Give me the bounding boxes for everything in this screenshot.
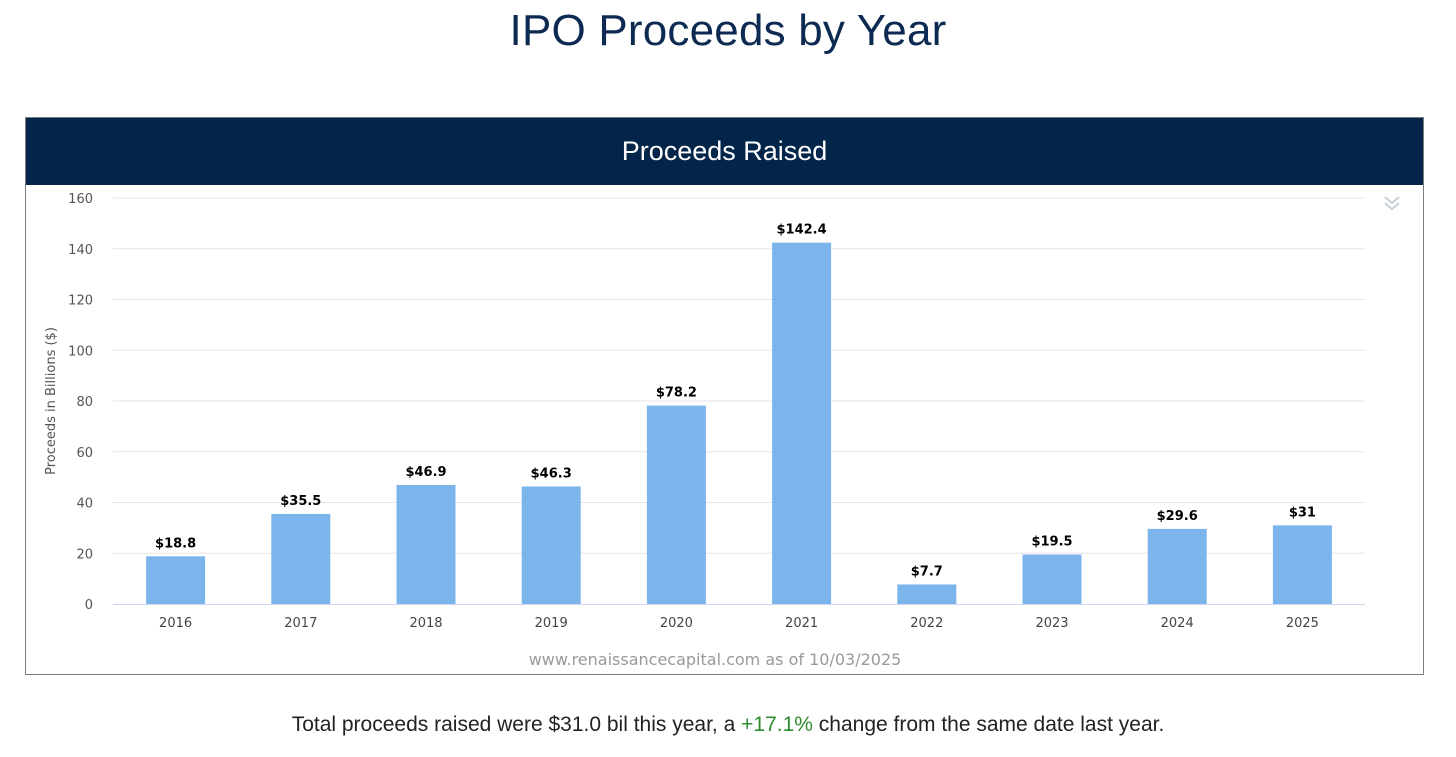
data-label: $31 bbox=[1289, 505, 1316, 520]
bar-2020[interactable] bbox=[646, 405, 706, 604]
y-tick-label: 80 bbox=[76, 395, 93, 410]
data-label: $19.5 bbox=[1031, 535, 1072, 550]
chart-credits: www.renaissancecapital.com as of 10/03/2… bbox=[529, 650, 902, 669]
chevron-down-icon[interactable] bbox=[1380, 191, 1404, 215]
x-tick-label: 2022 bbox=[910, 616, 943, 631]
y-tick-label: 60 bbox=[76, 446, 93, 461]
x-tick-label: 2017 bbox=[284, 616, 317, 631]
x-tick-label: 2025 bbox=[1286, 616, 1319, 631]
y-tick-label: 160 bbox=[68, 192, 93, 207]
y-axis-label: Proceeds in Billions ($) bbox=[44, 327, 59, 475]
summary-text: Total proceeds raised were $31.0 bil thi… bbox=[0, 713, 1456, 737]
data-label: $142.4 bbox=[777, 223, 827, 238]
x-tick-label: 2018 bbox=[409, 616, 442, 631]
chart-panel: Proceeds Raised 0 20 40 60 80 100 120 140 160 $1… bbox=[25, 117, 1424, 675]
bar-2017[interactable] bbox=[271, 513, 331, 604]
x-tick-label: 2023 bbox=[1035, 616, 1068, 631]
y-tick-label: 120 bbox=[68, 294, 93, 309]
bar-2018[interactable] bbox=[396, 484, 456, 604]
data-label: $35.5 bbox=[280, 494, 321, 509]
y-tick-label: 140 bbox=[68, 243, 93, 258]
bar-2016[interactable] bbox=[146, 556, 206, 604]
x-tick-label: 2024 bbox=[1161, 616, 1194, 631]
data-label: $78.2 bbox=[656, 386, 697, 401]
data-label: $7.7 bbox=[911, 564, 943, 579]
summary-suffix: change from the same date last year. bbox=[818, 713, 1165, 736]
y-tick-label: 0 bbox=[85, 598, 93, 613]
bar-2024[interactable] bbox=[1147, 528, 1207, 604]
summary-change: +17.1% bbox=[741, 713, 813, 736]
summary-prefix: Total proceeds raised were $31.0 bil thi… bbox=[291, 713, 736, 736]
x-tick-label: 2019 bbox=[535, 616, 568, 631]
bar-2021[interactable] bbox=[772, 242, 832, 604]
data-label: $18.8 bbox=[155, 536, 196, 551]
bar-2019[interactable] bbox=[521, 486, 581, 604]
y-tick-label: 100 bbox=[68, 344, 93, 359]
data-label: $46.9 bbox=[405, 465, 446, 480]
chart-title: Proceeds Raised bbox=[26, 118, 1423, 185]
y-tick-label: 40 bbox=[76, 497, 93, 512]
bar-chart: 0 20 40 60 80 100 120 140 160 $18.8 $35.5 $46.9 $46… bbox=[44, 192, 1365, 669]
bar-2023[interactable] bbox=[1022, 554, 1082, 604]
page-title: IPO Proceeds by Year bbox=[509, 6, 947, 55]
bar-2025[interactable] bbox=[1272, 525, 1332, 604]
data-label: $46.3 bbox=[531, 467, 572, 482]
data-label: $29.6 bbox=[1157, 509, 1198, 524]
x-tick-label: 2016 bbox=[159, 616, 192, 631]
x-tick-label: 2021 bbox=[785, 616, 818, 631]
x-tick-label: 2020 bbox=[660, 616, 693, 631]
y-tick-label: 20 bbox=[76, 547, 93, 562]
bar-2022[interactable] bbox=[897, 584, 957, 604]
